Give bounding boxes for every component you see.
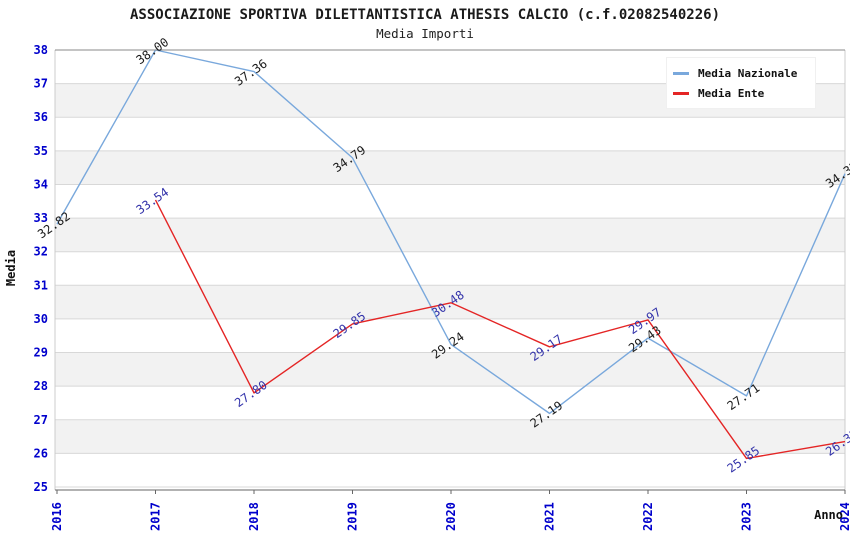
plot-band [55, 285, 845, 319]
y-tick-label: 36 [34, 110, 48, 124]
legend-label-media-ente: Media Ente [698, 86, 765, 100]
series-line-media-nazionale [56, 49, 846, 415]
x-tick-label: 2022 [641, 502, 655, 531]
y-tick-label: 33 [34, 211, 48, 225]
plot-band [55, 150, 845, 185]
y-tick-label: 37 [34, 77, 48, 91]
y-tick-label: 31 [34, 278, 48, 292]
y-tick-label: 27 [34, 413, 48, 427]
x-axis-title: Anno [814, 508, 843, 522]
plot-band [55, 352, 845, 387]
y-tick-label: 30 [34, 312, 48, 326]
chart-title: ASSOCIAZIONE SPORTIVA DILETTANTISTICA AT… [129, 7, 720, 23]
y-tick-label: 28 [34, 379, 48, 393]
y-tick-label: 32 [34, 245, 48, 259]
chart-subtitle: Media Importi [376, 26, 474, 41]
x-tick-label: 2021 [543, 502, 557, 531]
y-tick-label: 34 [34, 177, 48, 191]
point-label-media-ente: 33.54 [134, 185, 172, 217]
x-tick-label: 2024 [838, 502, 850, 531]
x-tick-label: 2023 [740, 502, 754, 531]
x-tick-label: 2020 [444, 502, 458, 531]
y-tick-label: 26 [34, 446, 48, 460]
x-tick-label: 2019 [346, 502, 360, 531]
legend-swatch-media-ente-icon [673, 91, 689, 95]
y-axis-title: Media [4, 250, 18, 286]
legend-label-media-nazionale: Media Nazionale [698, 66, 798, 80]
x-tick-label: 2017 [149, 502, 163, 531]
legend-swatch-media-nazionale-icon [673, 71, 689, 75]
plot-band [55, 218, 845, 252]
x-tick-label: 2018 [247, 502, 261, 531]
y-tick-label: 35 [34, 144, 48, 158]
y-tick-label: 29 [34, 346, 48, 360]
legend-item-media-ente: Media Ente [673, 83, 809, 103]
legend: Media Nazionale Media Ente [666, 57, 816, 109]
legend-item-media-nazionale: Media Nazionale [673, 63, 809, 83]
series-line-media-ente [154, 199, 846, 460]
y-tick-label: 25 [34, 480, 48, 494]
plot-band [55, 419, 845, 454]
x-tick-label: 2016 [50, 502, 64, 531]
y-tick-label: 38 [34, 43, 48, 57]
